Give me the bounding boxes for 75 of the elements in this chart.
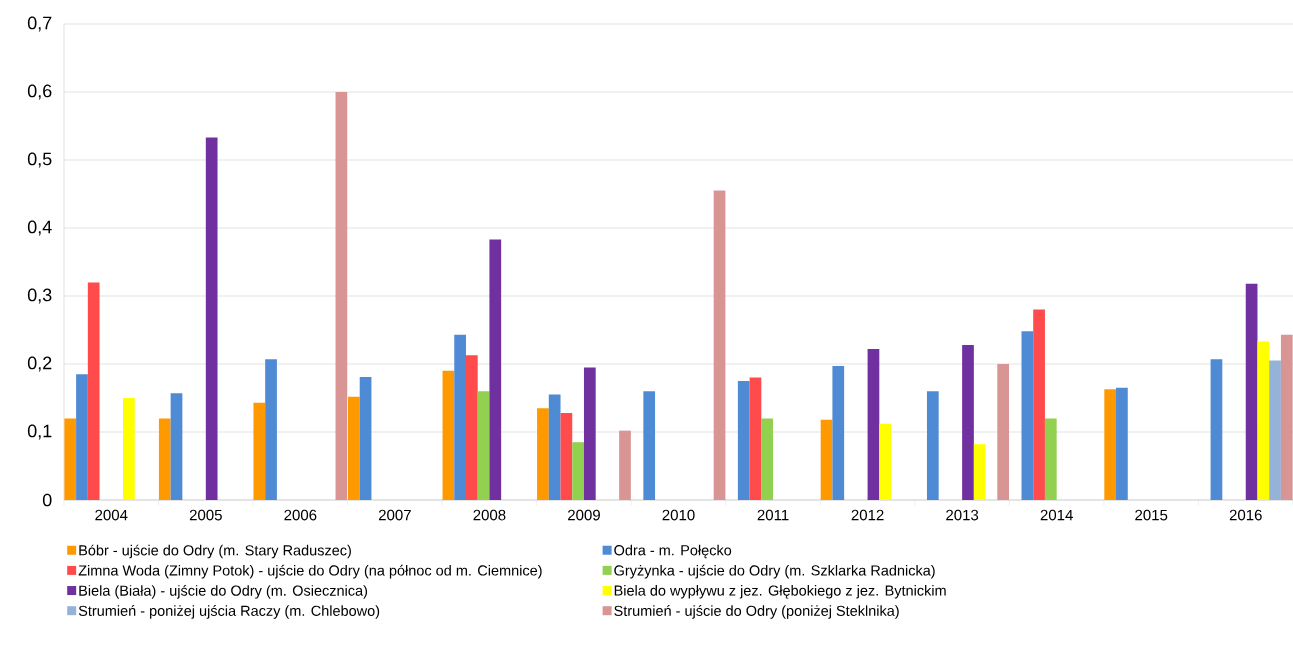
bar: [619, 430, 631, 500]
bar: [477, 391, 490, 500]
legend-label: Strumień - poniżej ujścia Raczy (m. Chlebowo): [78, 605, 380, 619]
y-tick-label: 0,6: [27, 84, 52, 100]
bar: [820, 419, 833, 500]
bar: [879, 423, 892, 500]
bar: [335, 92, 348, 500]
bar: [122, 398, 135, 500]
bar: [560, 412, 573, 500]
bar: [737, 381, 750, 500]
bar: [572, 442, 584, 500]
bar: [1021, 331, 1034, 500]
x-tick-label: 2015: [1135, 509, 1168, 521]
bar: [997, 364, 1010, 500]
y-tick-label: 0,2: [27, 356, 52, 372]
bar: [761, 418, 774, 500]
legend-label: Gryżynka - ujście do Odry (m. Szklarka Radnicka): [614, 564, 935, 579]
legend-label: Strumień - ujście do Odry (poniżej Steklnika): [614, 605, 899, 619]
x-tick-label: 2004: [95, 509, 128, 521]
bar: [643, 391, 656, 500]
bar: [1033, 309, 1045, 500]
x-tick-label: 2005: [189, 509, 222, 521]
x-tick-label: 2011: [757, 509, 789, 521]
legend-label: Biela (Biała) - ujście do Odry (m. Osiecznica): [79, 584, 368, 599]
y-tick-label: 0,7: [27, 16, 52, 32]
legend-label: Bóbr - ujście do Odry (m. Stary Raduszec): [79, 544, 351, 559]
bar: [583, 367, 596, 500]
bar: [265, 359, 277, 500]
bar: [926, 391, 939, 500]
bar: [465, 355, 478, 500]
bar: [537, 408, 549, 500]
x-tick-label: 2013: [946, 509, 979, 521]
bar: [749, 377, 762, 500]
y-tick-label: 0,4: [27, 220, 52, 236]
legend-label: Biela do wypływu z jez. Głębokiego z jez. Bytnickim: [614, 585, 946, 599]
x-tick-label: 2012: [851, 509, 884, 521]
bar: [64, 418, 77, 500]
bar: [962, 344, 974, 500]
bar: [253, 402, 266, 500]
x-tick-label: 2008: [473, 509, 506, 521]
bar: [1280, 334, 1293, 500]
bar: [867, 349, 880, 500]
bar: [1210, 359, 1223, 500]
x-tick-label: 2007: [378, 509, 411, 521]
x-tick-label: 2010: [662, 509, 695, 521]
bar: [713, 190, 726, 500]
y-tick-label: 0: [42, 493, 52, 507]
x-tick-label: 2009: [568, 509, 600, 521]
bar: [973, 444, 986, 500]
bar: [548, 394, 561, 500]
bar: [1104, 389, 1117, 500]
x-tick-label: 2016: [1229, 509, 1262, 521]
bar: [1269, 360, 1281, 500]
bar: [832, 366, 845, 500]
bar: [158, 418, 171, 500]
bar: [1257, 341, 1270, 500]
bar: [1044, 418, 1057, 500]
y-tick-label: 0,3: [27, 288, 52, 304]
legend-label: Odra - m. Połęcko: [614, 544, 732, 559]
bar: [170, 393, 183, 500]
bar: [359, 376, 372, 500]
legend-label: Zimna Woda (Zimny Potok) - ujście do Odry (na północ od m. Ciemnice): [78, 564, 542, 579]
x-tick-label: 2014: [1040, 509, 1073, 521]
bar: [1116, 387, 1128, 500]
bar: [1245, 283, 1258, 500]
bar: [87, 282, 100, 500]
x-tick-label: 2006: [284, 509, 317, 521]
bar: [442, 370, 455, 500]
bar: [205, 137, 218, 500]
bar: [489, 239, 502, 500]
y-tick-label: 0,1: [27, 424, 52, 440]
bar: [76, 374, 88, 500]
y-tick-label: 0,5: [27, 152, 52, 168]
bar: [348, 396, 360, 500]
bar: [454, 334, 466, 500]
